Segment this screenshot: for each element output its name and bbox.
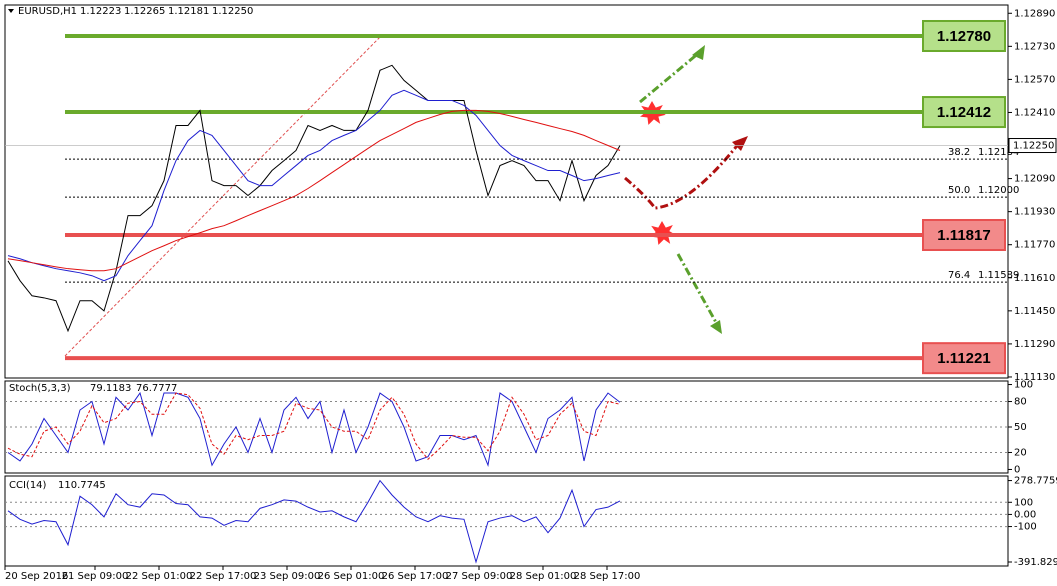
x-tick-label: 26 Sep 01:00 [318, 571, 385, 582]
trend-line [64, 34, 383, 357]
y-tick-label: 1.11130 [1014, 372, 1055, 383]
series-line [7, 392, 621, 460]
x-tick-label: 22 Sep 17:00 [190, 571, 257, 582]
scenario-arrows [624, 50, 742, 327]
x-tick-label: 22 Sep 01:00 [126, 571, 193, 582]
y-tick-label: 20 [1014, 447, 1027, 458]
x-tick-label: 28 Sep 01:00 [510, 571, 577, 582]
y-tick-label: 1.11930 [1014, 207, 1055, 218]
y-tick-label: 80 [1014, 397, 1027, 408]
series-line [7, 479, 621, 564]
price-pane [4, 4, 1009, 379]
price-header: EURUSD,H1 1.12223 1.12265 1.12181 1.1225… [8, 6, 253, 17]
series-line [7, 64, 621, 333]
level-box [922, 342, 1006, 375]
fib-price: 1.12184 [978, 147, 1019, 158]
open: 1.12223 [80, 6, 121, 17]
y-tick-label: 1.12730 [1014, 41, 1055, 52]
symbol: EURUSD,H1 [18, 6, 77, 17]
x-tick-label: 23 Sep 09:00 [254, 571, 321, 582]
cci-pane [4, 475, 1009, 567]
y-tick-label: 1.12410 [1014, 107, 1055, 118]
y-tick-label: 1.11290 [1014, 339, 1055, 350]
close: 1.12250 [212, 6, 253, 17]
level-box [922, 218, 1006, 251]
last-price-box [1008, 138, 1057, 154]
x-tick-label: 21 Sep 09:00 [62, 571, 129, 582]
fib-ratio: 50.0 [948, 185, 970, 196]
cci-value: 110.7745 [58, 480, 106, 491]
level-label: 1.11817 [937, 227, 990, 244]
level-box [922, 96, 1006, 129]
y-tick-label: 1.12570 [1014, 74, 1055, 85]
y-tick-label: 1.12090 [1014, 174, 1055, 185]
low: 1.12181 [168, 6, 209, 17]
y-tick-label: 1.11610 [1014, 273, 1055, 284]
y-tick-label: -100 [1014, 522, 1037, 533]
level-label: 1.12780 [937, 28, 991, 45]
arrowhead [692, 45, 705, 60]
fib-price: 1.12000 [978, 185, 1019, 196]
level-label: 1.12412 [937, 104, 991, 121]
level-box [922, 19, 1006, 52]
x-tick-label: 26 Sep 17:00 [382, 571, 449, 582]
arrowhead [732, 136, 748, 151]
fib-ratio: 38.2 [948, 147, 970, 158]
y-tick-label: 50 [1014, 422, 1027, 433]
fib-price: 1.11589 [978, 270, 1019, 281]
y-tick-label: 1.11450 [1014, 306, 1055, 317]
y-tick-label: 100 [1014, 497, 1033, 508]
level-label: 1.11221 [937, 350, 990, 367]
header-icon [8, 9, 14, 13]
fib-ratio: 76.4 [948, 270, 970, 281]
x-tick-label: 20 Sep 2016 [5, 571, 68, 582]
series-line [7, 109, 621, 272]
x-tick-label: 28 Sep 17:00 [574, 571, 641, 582]
high: 1.12265 [124, 6, 165, 17]
arrowhead [710, 320, 722, 334]
arrow-down [676, 253, 720, 327]
cci-name: CCI(14) [9, 480, 47, 491]
y-tick-label: 1.11770 [1014, 240, 1055, 251]
x-tick-label: 27 Sep 09:00 [446, 571, 513, 582]
y-tick-label: -391.8298 [1014, 557, 1057, 568]
y-tick-label: 0 [1014, 464, 1020, 475]
y-tick-label: 0.00 [1014, 509, 1036, 520]
arrow-red [624, 141, 742, 210]
y-tick-label: 278.7759 [1014, 476, 1057, 487]
y-tick-label: 100 [1014, 380, 1033, 391]
stoch-k: 79.1183 [90, 383, 131, 394]
series-line [7, 89, 621, 282]
y-tick-label: 1.12890 [1014, 8, 1055, 19]
stoch-d: 76.7777 [136, 383, 177, 394]
arrow-up [639, 50, 701, 104]
stoch-name: Stoch(5,3,3) [9, 383, 71, 394]
last-price-label: 1.12250 [1013, 141, 1054, 152]
